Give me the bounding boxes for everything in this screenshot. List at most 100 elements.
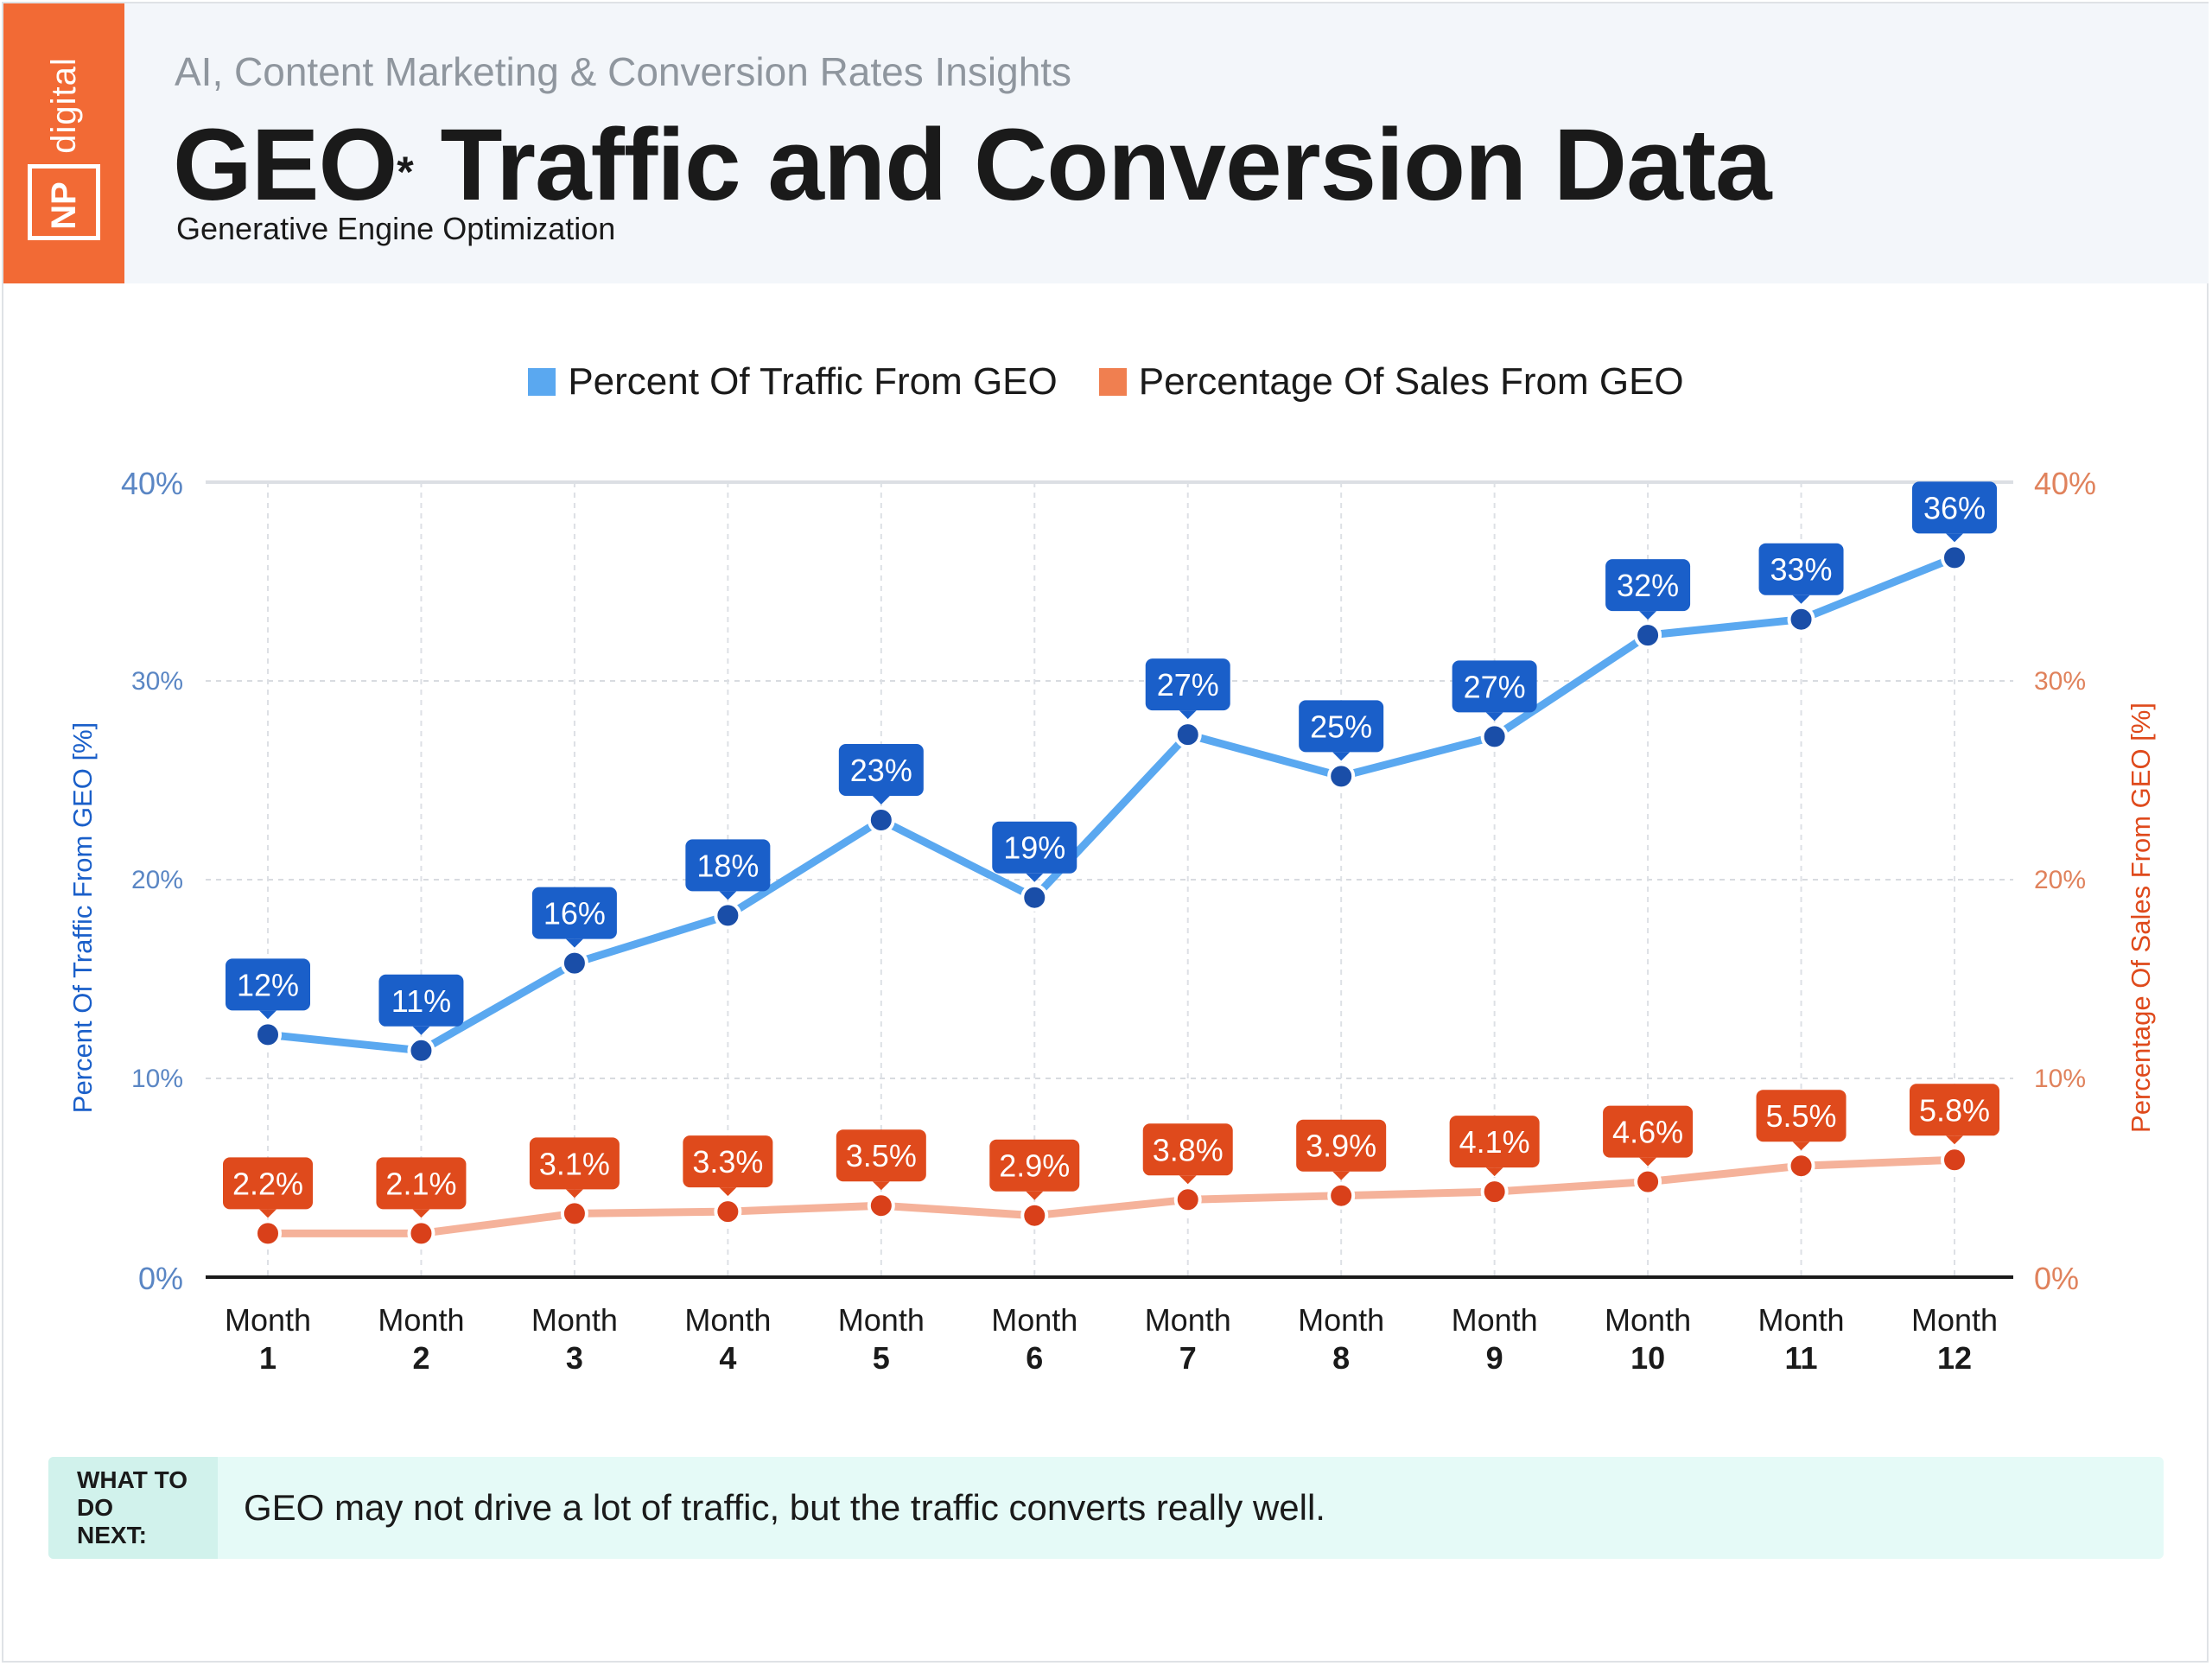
data-label-bg-sales [1449, 1116, 1540, 1168]
data-label-bg-traffic [1299, 700, 1384, 753]
x-tick-label-number: 8 [1332, 1340, 1350, 1376]
y-axis-title-right: Percentage Of Sales From GEO [%] [2126, 703, 2156, 1133]
x-tick-label-month: Month [991, 1302, 1077, 1338]
logo-frame [28, 164, 100, 240]
np-digital-logo: NP digital [3, 3, 124, 283]
title-geo: GEO [173, 108, 397, 222]
x-tick-label-number: 1 [259, 1340, 276, 1376]
y-tick-label-left: 0% [138, 1261, 183, 1296]
data-label-bg-sales [989, 1139, 1080, 1192]
data-label-bg-sales [1296, 1119, 1387, 1172]
data-point-traffic [1480, 722, 1509, 751]
data-point-traffic [1020, 883, 1049, 912]
data-label-bg-traffic [378, 974, 464, 1027]
data-point-sales [714, 1198, 742, 1226]
data-label-pointer-sales [1946, 1135, 1963, 1145]
data-label-bg-traffic [1605, 559, 1691, 612]
data-label-bg-traffic [685, 839, 771, 892]
data-label-traffic: 27% [1157, 667, 1219, 703]
data-point-traffic [407, 1036, 435, 1065]
data-label-sales: 5.5% [1766, 1098, 1837, 1134]
data-label-traffic: 12% [237, 967, 299, 1002]
data-label-bg-traffic [531, 887, 617, 939]
series-line-sales [264, 1155, 1959, 1237]
what-to-do-next-label: WHAT TO DO NEXT: [48, 1457, 218, 1559]
subtitle: Generative Engine Optimization [176, 211, 616, 246]
data-label-pointer-traffic [1946, 533, 1963, 543]
title-asterisk: * [397, 148, 413, 196]
data-label-pointer-traffic [565, 938, 583, 948]
x-tick-label-number: 4 [719, 1340, 736, 1376]
data-label-pointer-sales [872, 1181, 890, 1191]
y-tick-label-left: 30% [131, 667, 183, 696]
data-point-sales [407, 1219, 435, 1248]
what-to-do-next-text: GEO may not drive a lot of traffic, but … [244, 1487, 1325, 1528]
data-label-sales: 2.1% [385, 1166, 456, 1201]
data-label-pointer-traffic [1485, 712, 1503, 722]
data-label-traffic: 27% [1464, 669, 1526, 704]
data-label-pointer-sales [1792, 1141, 1810, 1151]
data-point-traffic [714, 901, 742, 930]
chart-legend: Percent Of Traffic From GEO Percentage O… [0, 356, 2212, 408]
series-line-traffic [264, 553, 1959, 1055]
x-tick-label-number: 3 [566, 1340, 583, 1376]
x-tick-label-number: 2 [412, 1340, 429, 1376]
data-label-bg-traffic [226, 958, 310, 1011]
data-label-bg-traffic [838, 744, 924, 796]
data-label-traffic: 11% [391, 983, 451, 1019]
data-label-pointer-sales [565, 1189, 583, 1199]
data-label-sales: 3.3% [692, 1144, 763, 1180]
data-point-sales [1941, 1146, 1968, 1174]
data-label-pointer-traffic [1639, 611, 1657, 620]
data-label-pointer-sales [1026, 1191, 1044, 1200]
data-label-traffic: 18% [696, 848, 759, 883]
supertitle: AI, Content Marketing & Conversion Rates… [175, 49, 1072, 94]
legend-label-sales: Percentage Of Sales From GEO [1138, 360, 1684, 403]
data-label-bg-sales [1910, 1084, 1999, 1136]
x-tick-label-month: Month [531, 1302, 618, 1338]
data-point-traffic [1634, 621, 1662, 650]
data-point-traffic [1941, 544, 1968, 572]
data-point-sales [867, 1192, 895, 1220]
data-label-pointer-sales [1485, 1167, 1503, 1177]
y-tick-label-left: 20% [131, 866, 183, 894]
data-point-traffic [254, 1021, 282, 1049]
data-label-sales: 3.8% [1153, 1132, 1224, 1167]
x-tick-label-month: Month [1452, 1302, 1538, 1338]
x-tick-label-number: 9 [1486, 1340, 1503, 1376]
legend-item-traffic: Percent Of Traffic From GEO [528, 360, 1058, 404]
data-point-sales [1020, 1201, 1049, 1230]
data-label-sales: 2.2% [232, 1166, 303, 1201]
data-label-pointer-traffic [1179, 710, 1197, 720]
legend-label-traffic: Percent Of Traffic From GEO [568, 360, 1058, 403]
data-label-sales: 4.1% [1459, 1124, 1530, 1160]
y-tick-label-left: 10% [131, 1065, 183, 1093]
y-tick-label-right: 30% [2034, 667, 2086, 696]
data-label-bg-sales [1603, 1105, 1694, 1158]
data-label-pointer-sales [412, 1209, 430, 1218]
x-tick-label-number: 7 [1179, 1340, 1197, 1376]
data-point-sales [560, 1199, 588, 1228]
data-label-pointer-traffic [1026, 873, 1044, 882]
x-tick-label-month: Month [1145, 1302, 1231, 1338]
data-label-bg-traffic [1758, 543, 1844, 595]
x-tick-label-month: Month [1605, 1302, 1691, 1338]
y-tick-label-right: 0% [2034, 1261, 2079, 1296]
data-point-sales [1327, 1181, 1356, 1210]
data-point-sales [254, 1219, 282, 1248]
data-label-bg-sales [1142, 1123, 1233, 1176]
data-point-traffic [1327, 762, 1356, 791]
data-label-pointer-sales [719, 1187, 737, 1197]
data-point-sales [1634, 1167, 1662, 1196]
what-to-do-next-box: WHAT TO DO NEXT: GEO may not drive a lot… [48, 1457, 2164, 1559]
x-tick-label-number: 12 [1937, 1340, 1972, 1376]
data-point-sales [1173, 1186, 1202, 1214]
data-label-pointer-sales [1639, 1157, 1657, 1167]
data-label-pointer-sales [1179, 1175, 1197, 1185]
data-label-traffic: 19% [1003, 830, 1065, 866]
data-label-bg-sales [223, 1157, 313, 1210]
title-rest: Traffic and Conversion Data [412, 108, 1772, 222]
data-label-bg-sales [376, 1157, 467, 1210]
